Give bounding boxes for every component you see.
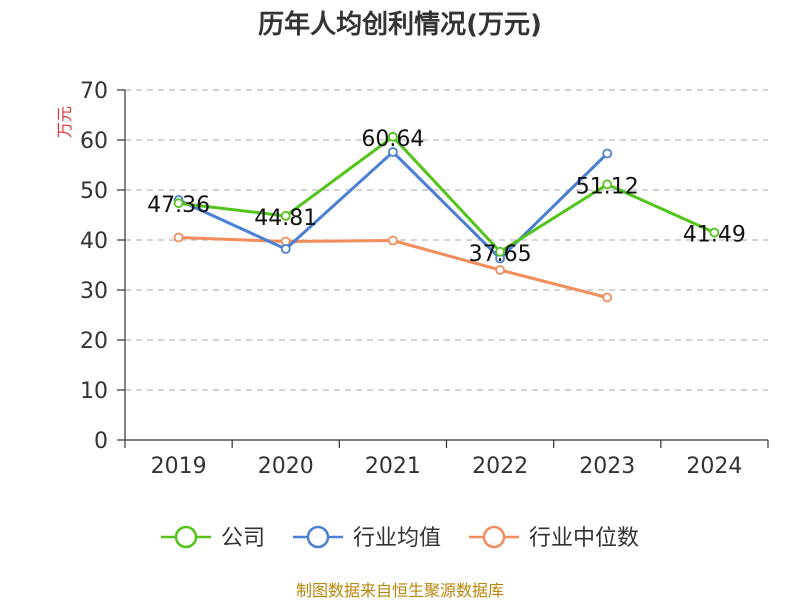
data-point: [173, 232, 184, 243]
y-tick-label: 0: [94, 429, 108, 454]
series-lines: [173, 131, 720, 303]
chart-title: 历年人均创利情况(万元): [258, 9, 542, 40]
legend-label: 行业中位数: [529, 526, 639, 551]
y-tick-label: 20: [80, 329, 108, 354]
data-label: 41.49: [683, 223, 746, 248]
y-axis-label: 万元: [55, 106, 74, 138]
data-point: [388, 147, 398, 157]
series-line: [178, 236, 608, 299]
data-label: 51.12: [576, 174, 639, 199]
legend-item: 公司: [161, 525, 265, 551]
data-point: [495, 246, 505, 257]
data-point: [602, 292, 613, 303]
y-tick-label: 40: [80, 229, 108, 254]
data-point: [173, 198, 184, 209]
data-point: [388, 235, 398, 246]
data-point: [709, 227, 720, 238]
x-tick-label: 2019: [151, 454, 207, 479]
y-tick-label: 10: [80, 379, 108, 404]
data-point: [280, 244, 291, 254]
data-label: 37.65: [469, 242, 532, 267]
legend-label: 行业均值: [353, 526, 441, 551]
x-tick-label: 2024: [686, 454, 742, 479]
axes: 0 10 20 30 40 50 60 70 2019 2020 2021 2022 2023 2024: [80, 79, 769, 479]
legend-marker: [482, 525, 506, 549]
legend-marker: [174, 525, 198, 549]
legend-marker: [306, 525, 330, 549]
x-tick-label: 2023: [579, 454, 635, 479]
x-tick-label: 2021: [365, 454, 421, 479]
series-line: [178, 135, 716, 254]
data-point: [602, 148, 613, 159]
data-point: [495, 265, 505, 275]
data-point: [602, 179, 613, 190]
data-point: [388, 131, 398, 142]
data-label: 60.64: [361, 127, 424, 152]
y-tick-label: 30: [80, 279, 108, 304]
legend-label: 公司: [221, 526, 265, 551]
legend-item: 行业中位数: [469, 525, 639, 551]
y-tick-label: 50: [80, 179, 108, 204]
legend: 公司 行业均值 行业中位数: [161, 525, 639, 551]
source-note: 制图数据来自恒生聚源数据库: [296, 581, 504, 600]
data-labels: 47.36 44.81 60.64 37.65 51.12 41.49: [147, 127, 746, 267]
y-tick-label: 70: [80, 79, 108, 104]
data-point: [280, 211, 291, 221]
gridlines: [125, 89, 768, 391]
x-tick-label: 2022: [472, 454, 528, 479]
x-tick-label: 2020: [258, 454, 314, 479]
y-tick-label: 60: [80, 129, 108, 154]
legend-item: 行业均值: [293, 525, 441, 551]
data-label: 44.81: [254, 206, 317, 231]
data-label: 47.36: [147, 193, 210, 218]
